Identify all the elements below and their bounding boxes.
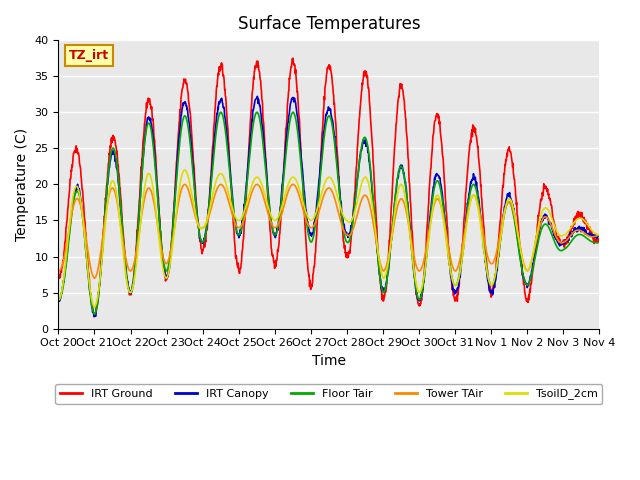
Text: TZ_irt: TZ_irt	[69, 49, 109, 62]
Y-axis label: Temperature (C): Temperature (C)	[15, 128, 29, 241]
Title: Surface Temperatures: Surface Temperatures	[237, 15, 420, 33]
Legend: IRT Ground, IRT Canopy, Floor Tair, Tower TAir, TsoilD_2cm: IRT Ground, IRT Canopy, Floor Tair, Towe…	[56, 384, 602, 404]
X-axis label: Time: Time	[312, 354, 346, 368]
